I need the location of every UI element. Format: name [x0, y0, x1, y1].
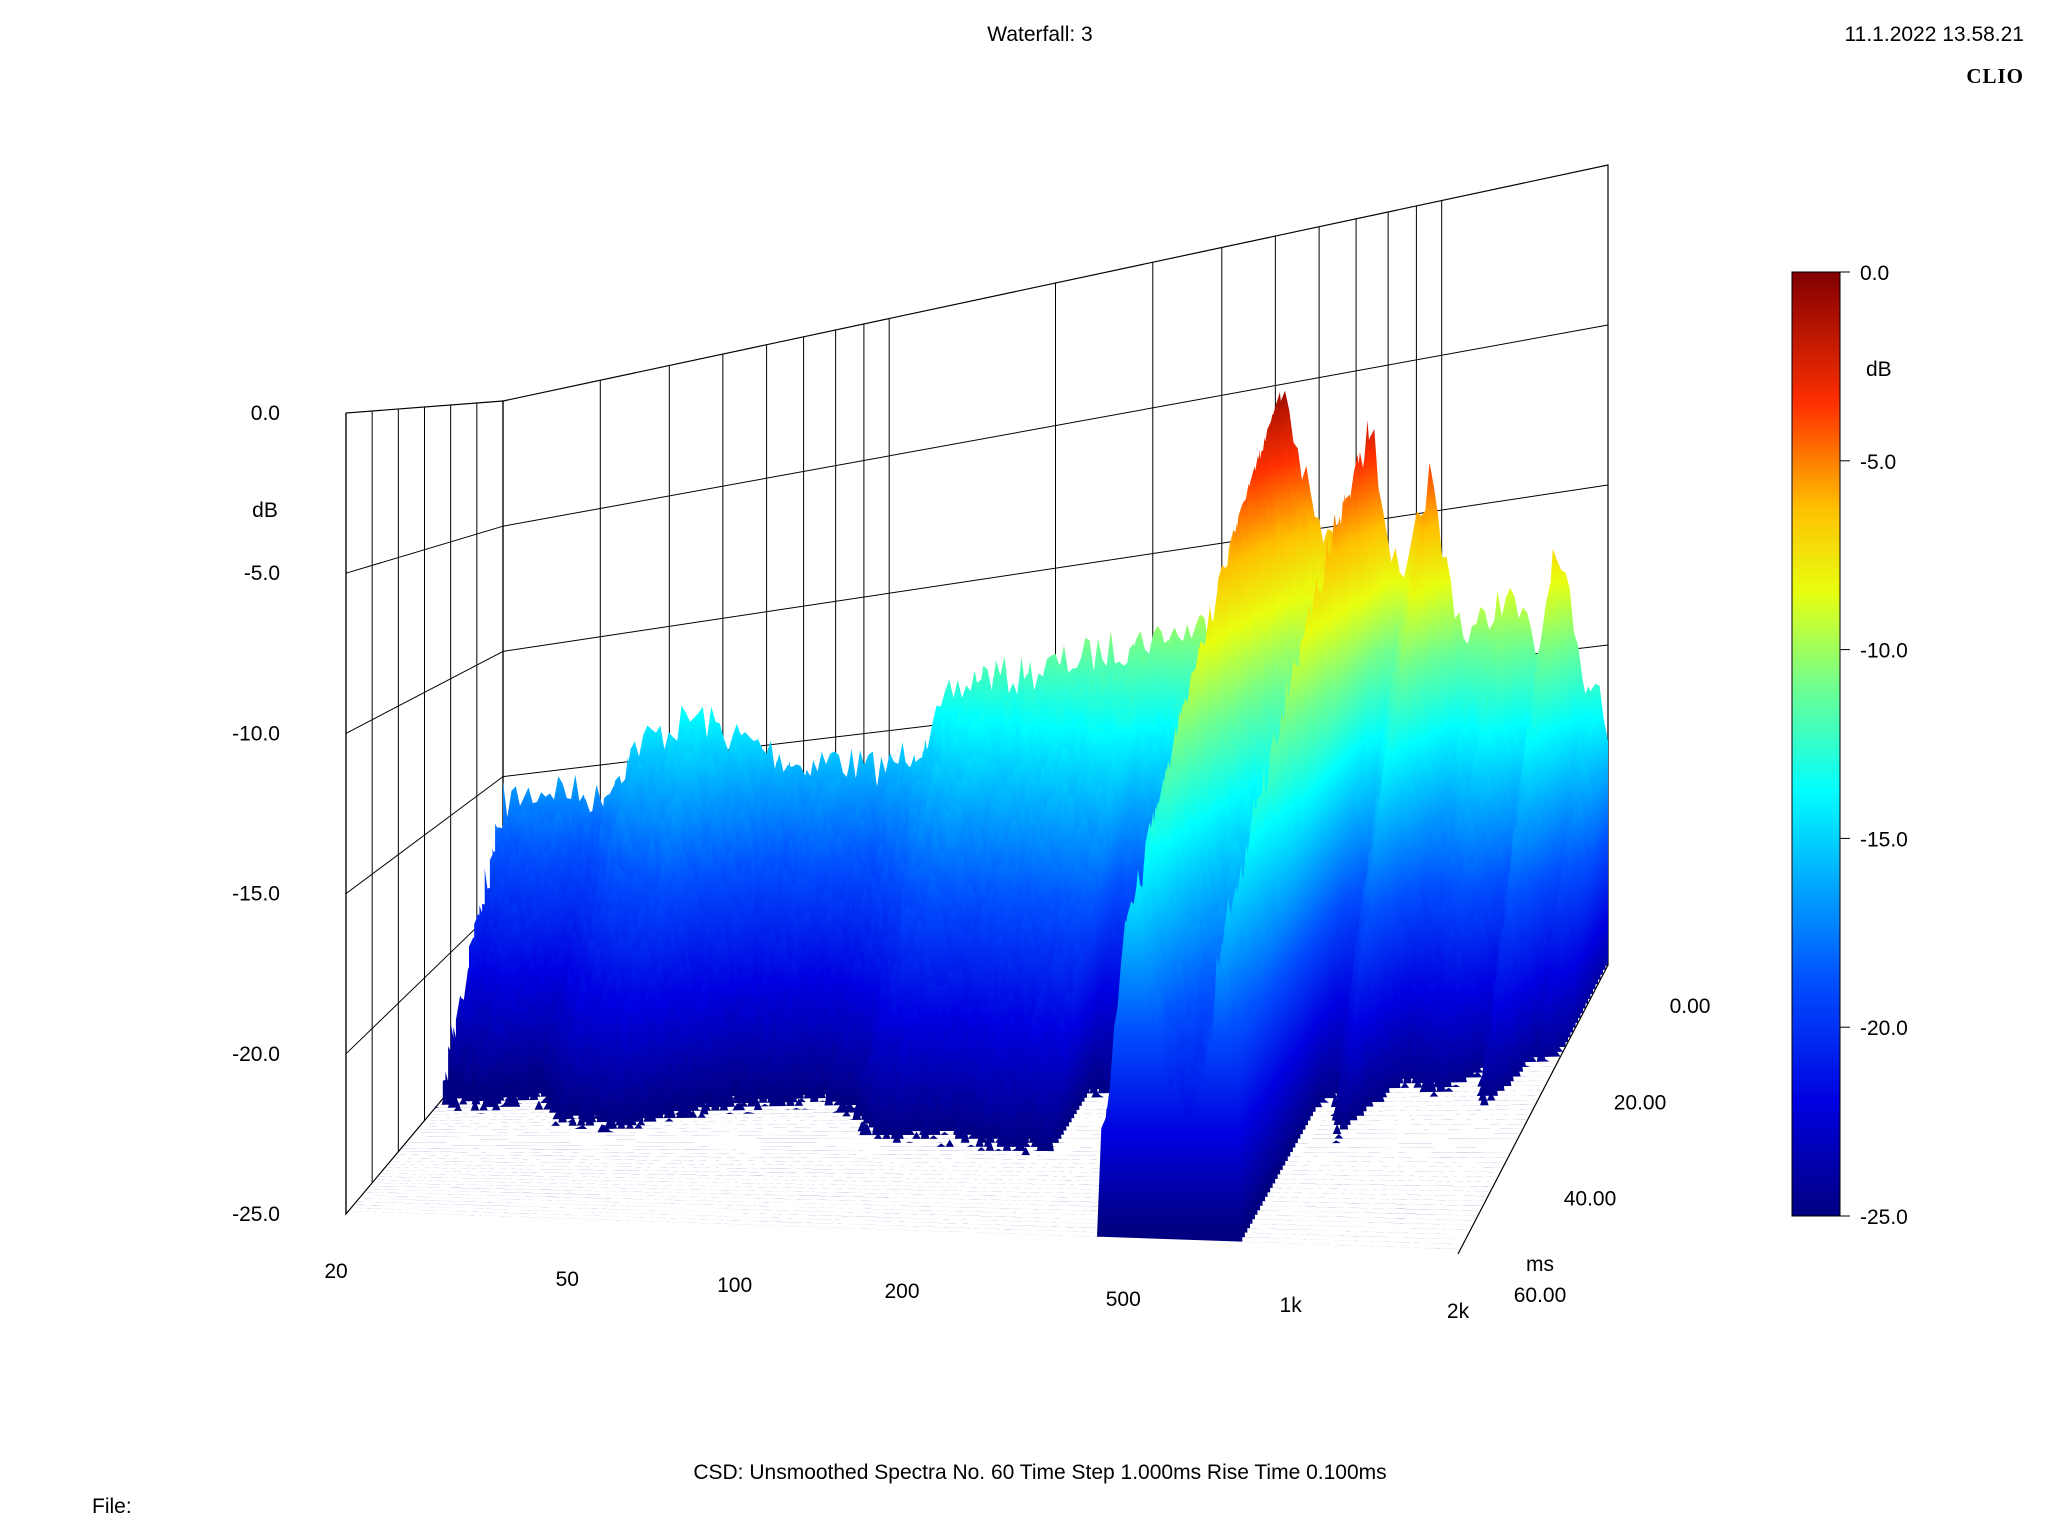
- footer-info: CSD: Unsmoothed Spectra No. 60 Time Step…: [693, 1461, 1387, 1484]
- freq-tick-label: 20: [324, 1260, 347, 1283]
- colorbar-label: dB: [1866, 358, 1892, 381]
- time-tick-label: 40.00: [1564, 1188, 1617, 1211]
- time-tick-label: 20.00: [1614, 1091, 1667, 1114]
- file-label: File:: [92, 1495, 132, 1518]
- freq-tick-label: 2k: [1447, 1300, 1470, 1323]
- freq-tick-label: 1k: [1280, 1294, 1303, 1317]
- freq-tick-label: 500: [1106, 1288, 1141, 1311]
- colorbar-tick-label: -25.0: [1860, 1206, 1908, 1229]
- time-tick-label: 0.00: [1670, 995, 1711, 1018]
- db-tick-label: -20.0: [232, 1043, 280, 1066]
- time-axis-label: ms: [1526, 1253, 1554, 1276]
- colorbar-gradient: [1791, 271, 1841, 1217]
- db-tick-label: -15.0: [232, 883, 280, 906]
- colorbar-ticks: 0.0 -5.0 -10.0 -15.0 -20.0 -25.0 dB: [1840, 262, 1908, 1229]
- db-tick-label: 0.0: [251, 402, 280, 425]
- brand-logo: CLIO: [1966, 64, 2024, 88]
- page-title: Waterfall: 3: [987, 23, 1093, 46]
- freq-tick-label: 100: [717, 1274, 752, 1297]
- axes: 0.0 -5.0 -10.0 -15.0 -20.0 -25.0 dB 20 50 100 200 5…: [232, 402, 1710, 1323]
- db-tick-label: -5.0: [244, 562, 280, 585]
- colorbar-tick-label: 0.0: [1860, 262, 1889, 285]
- freq-tick-label: 200: [884, 1280, 919, 1303]
- spectrum-slice: [348, 901, 1461, 1250]
- time-tick-label: 60.00: [1514, 1284, 1567, 1307]
- colorbar-tick-label: -15.0: [1860, 828, 1908, 851]
- db-tick-label: -10.0: [232, 722, 280, 745]
- db-tick-label: -25.0: [232, 1203, 280, 1226]
- db-axis-label: dB: [252, 499, 278, 522]
- timestamp: 11.1.2022 13.58.21: [1844, 23, 2024, 46]
- colorbar-tick-label: -10.0: [1860, 640, 1908, 663]
- freq-tick-label: 50: [556, 1268, 579, 1291]
- colorbar-tick-label: -20.0: [1860, 1017, 1908, 1040]
- colorbar: 0.0 -5.0 -10.0 -15.0 -20.0 -25.0 dB: [1791, 262, 1908, 1229]
- colorbar-tick-label: -5.0: [1860, 451, 1896, 474]
- waterfall-surface: [348, 390, 1608, 1250]
